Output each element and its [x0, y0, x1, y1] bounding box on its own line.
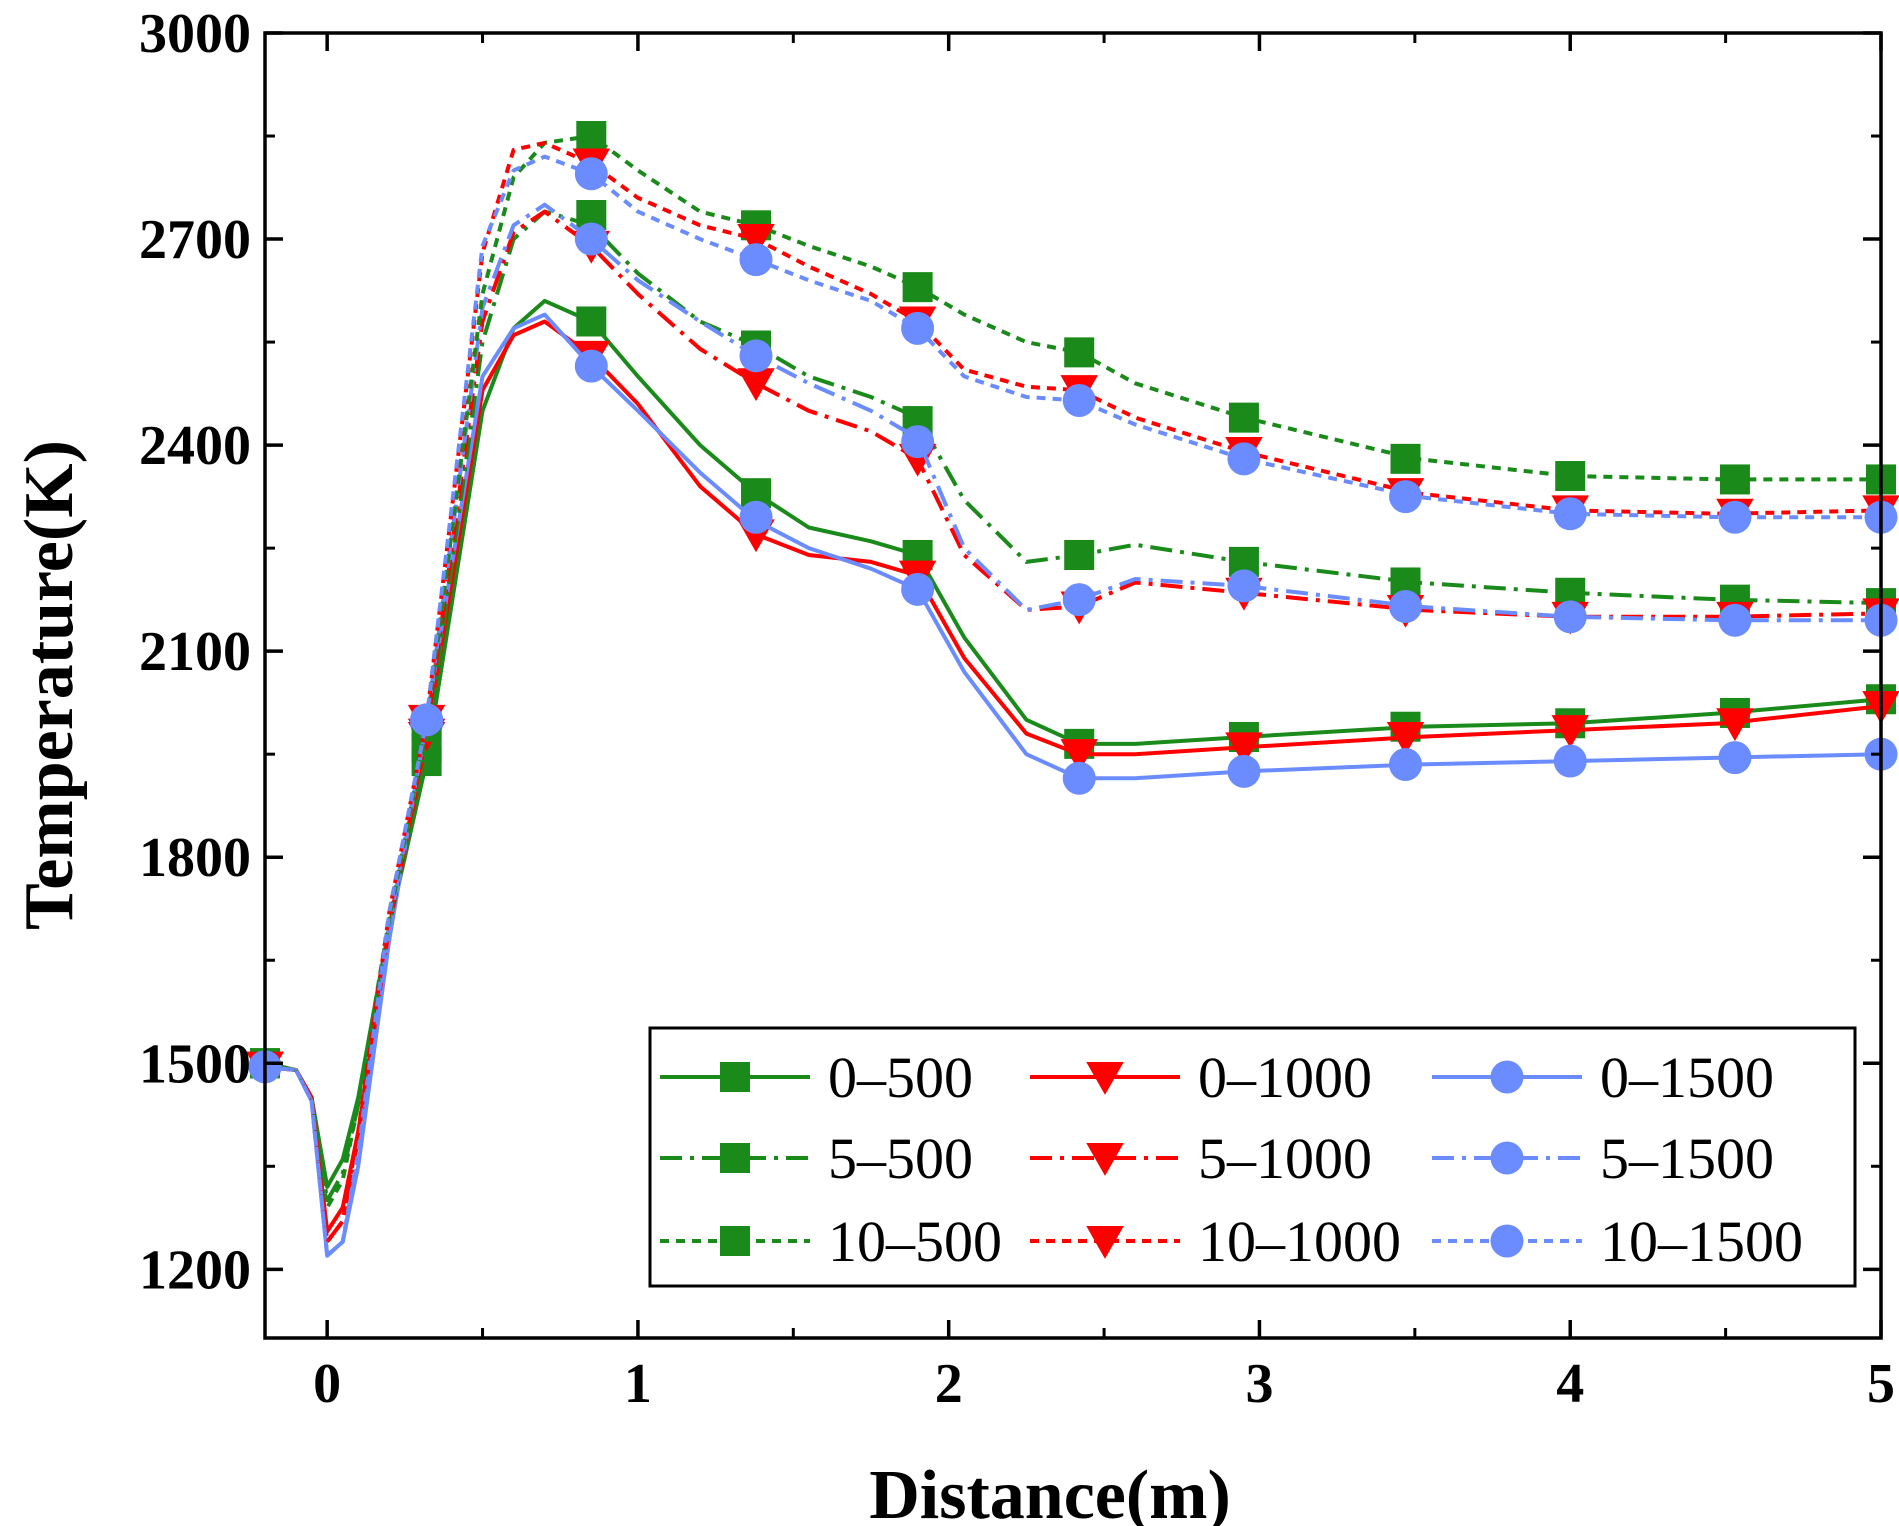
data-point: [739, 500, 773, 534]
data-point: [1551, 715, 1589, 748]
data-point: [737, 368, 775, 402]
plot-frame: [263, 31, 1883, 1340]
x-tick-label: 0: [313, 1353, 341, 1415]
y-tick-label: 2400: [139, 415, 251, 477]
data-point: [901, 572, 935, 606]
data-point: [1227, 569, 1261, 603]
y-tick-label: 1200: [139, 1239, 251, 1301]
y-tick-label: 1500: [139, 1033, 251, 1095]
axes-layer: 0 1 2 3 4 5 1200 1500 1800 2100 2400 2700 3000: [139, 3, 1895, 1415]
legend-item: 5–1000: [1030, 1126, 1372, 1191]
legend-marker: [1490, 1141, 1524, 1175]
data-point: [1062, 383, 1096, 417]
legend-label: 0–1500: [1600, 1045, 1774, 1110]
series-10–1500: [248, 154, 1898, 1258]
legend-label: 10–1000: [1198, 1209, 1401, 1274]
series-line: [264, 202, 1881, 1258]
data-point: [574, 157, 608, 191]
data-point: [410, 703, 444, 737]
legend-marker: [1490, 1224, 1524, 1258]
legend-marker: [1086, 1143, 1124, 1176]
data-point: [1718, 500, 1752, 534]
x-axis-title: Distance(m): [869, 1457, 1231, 1526]
x-tick-label: 3: [1245, 1353, 1273, 1415]
y-tick-label: 3000: [139, 3, 251, 65]
data-point: [1719, 464, 1750, 495]
data-point: [1718, 603, 1752, 637]
x-tick-label: 2: [935, 1353, 963, 1415]
data-point: [1062, 761, 1096, 795]
legend-marker: [720, 1062, 750, 1092]
legend-item: 0–1000: [1030, 1045, 1372, 1110]
y-tick-label: 2700: [139, 209, 251, 271]
data-point: [1227, 442, 1261, 476]
legend-label: 0–1000: [1198, 1045, 1372, 1110]
legend-marker: [1490, 1060, 1524, 1094]
x-tick-label: 4: [1556, 1353, 1584, 1415]
series-line: [264, 298, 1882, 1189]
data-point: [1225, 732, 1263, 766]
data-point: [901, 425, 935, 459]
legend-item: 10–500: [660, 1209, 1002, 1274]
data-point: [1553, 600, 1587, 634]
legend-label: 5–1500: [1600, 1126, 1774, 1191]
legend-marker: [1086, 1062, 1124, 1095]
y-tick-label: 1800: [139, 827, 251, 889]
legend-item: 10–1000: [1030, 1209, 1401, 1274]
legend-item: 10–1500: [1432, 1209, 1803, 1274]
legend-item: 0–1500: [1432, 1045, 1774, 1110]
data-point: [576, 121, 607, 152]
x-tick-label: 5: [1867, 1353, 1895, 1415]
series-line: [264, 209, 1882, 1203]
data-point: [1389, 480, 1423, 514]
data-point: [574, 222, 608, 256]
legend-item: 5–500: [660, 1126, 973, 1191]
data-point: [739, 339, 773, 373]
legend-label: 5–1000: [1198, 1126, 1372, 1191]
data-point: [1227, 754, 1261, 788]
series-line: [264, 140, 1882, 1244]
legend-item: 0–500: [660, 1045, 973, 1110]
data-point: [1062, 583, 1096, 617]
data-point: [1389, 590, 1423, 624]
data-point: [1390, 443, 1421, 474]
legend-label: 10–1500: [1600, 1209, 1803, 1274]
data-point: [1555, 461, 1586, 492]
series-line: [264, 154, 1881, 1258]
data-point: [1228, 402, 1259, 433]
data-point: [739, 243, 773, 277]
data-point: [1064, 540, 1095, 570]
y-tick-label: 2100: [139, 621, 251, 683]
data-point: [576, 306, 607, 337]
legend-marker: [1086, 1226, 1124, 1259]
y-axis-title: Temperature(K): [11, 440, 88, 930]
data-point: [1553, 497, 1587, 531]
data-point: [1718, 741, 1752, 775]
data-point: [1386, 722, 1425, 755]
legend-item: 5–1500: [1432, 1126, 1774, 1191]
data-point: [737, 224, 775, 257]
data-point: [1553, 744, 1587, 778]
legend-label: 10–500: [828, 1209, 1002, 1274]
data-point: [1064, 337, 1095, 368]
series-line: [264, 134, 1881, 1210]
data-point: [902, 272, 933, 303]
legend-box: [648, 1026, 1857, 1288]
data-point: [1060, 739, 1098, 772]
data-point: [1716, 708, 1754, 742]
legend: 0–500 0–1000 0–1500 5–500 5–1000 5–1500 10–500…: [648, 1026, 1857, 1288]
x-tick-label: 1: [624, 1353, 652, 1415]
data-point: [901, 311, 935, 345]
data-point: [1389, 747, 1423, 781]
legend-marker: [720, 1143, 750, 1173]
series-layer: [246, 121, 1899, 1258]
legend-label: 5–500: [828, 1126, 973, 1191]
data-point: [574, 349, 608, 383]
legend-marker: [720, 1226, 750, 1256]
legend-label: 0–500: [828, 1045, 973, 1110]
